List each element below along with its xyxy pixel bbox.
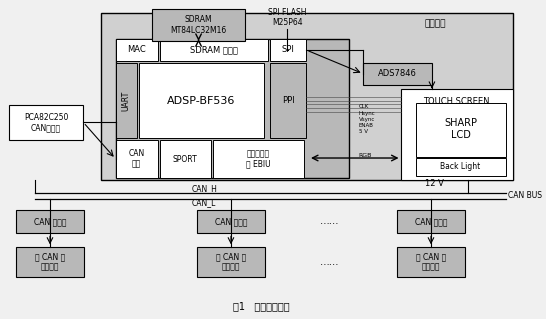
Text: 带 CAN 的
分控制器: 带 CAN 的 分控制器: [35, 252, 65, 272]
Bar: [159, 39, 268, 61]
Text: ……: ……: [321, 217, 340, 226]
Bar: [116, 39, 349, 178]
Bar: [416, 102, 506, 157]
Text: CLK
Hsync
Vsync
ENAB
5 V: CLK Hsync Vsync ENAB 5 V: [359, 105, 375, 134]
Bar: [116, 140, 158, 178]
Bar: [213, 140, 304, 178]
Text: SHARP
LCD: SHARP LCD: [444, 118, 477, 140]
Bar: [139, 63, 264, 138]
Bar: [397, 247, 465, 277]
Bar: [116, 63, 136, 138]
Bar: [197, 210, 265, 234]
Text: CAN 收发器: CAN 收发器: [415, 217, 447, 226]
Text: 主控制器: 主控制器: [424, 19, 446, 28]
Text: RGB: RGB: [359, 152, 372, 158]
Text: SPORT: SPORT: [173, 154, 198, 164]
Text: 外部总线接
口 EBIU: 外部总线接 口 EBIU: [246, 149, 271, 169]
Text: SPI: SPI: [282, 46, 294, 55]
Bar: [102, 13, 513, 180]
Bar: [363, 63, 432, 85]
Bar: [270, 63, 306, 138]
Text: PPI: PPI: [282, 96, 294, 105]
Text: CAN_L: CAN_L: [192, 198, 216, 207]
Bar: [152, 9, 245, 41]
Text: 带 CAN 的
分控制器: 带 CAN 的 分控制器: [216, 252, 246, 272]
Text: MAC: MAC: [127, 46, 146, 55]
Text: CAN
接口: CAN 接口: [128, 149, 145, 169]
Text: Back Light: Back Light: [441, 162, 480, 171]
Text: 12 V: 12 V: [425, 179, 444, 188]
Bar: [159, 140, 211, 178]
Text: ……: ……: [321, 257, 340, 267]
Text: UART: UART: [122, 90, 130, 111]
Text: CAN 收发器: CAN 收发器: [215, 217, 247, 226]
Bar: [197, 247, 265, 277]
Bar: [116, 39, 158, 61]
Text: SPI FLASH
M25P64: SPI FLASH M25P64: [268, 8, 306, 27]
Text: SDRAM 控制器: SDRAM 控制器: [190, 46, 238, 55]
Text: 带 CAN 的
分控制器: 带 CAN 的 分控制器: [416, 252, 446, 272]
Text: PCA82C250
CAN收发器: PCA82C250 CAN收发器: [24, 113, 68, 132]
Text: ADS7846: ADS7846: [378, 69, 417, 78]
Text: TOUCH SCREEN: TOUCH SCREEN: [424, 97, 490, 106]
Bar: [401, 89, 513, 180]
Bar: [16, 210, 84, 234]
Text: CAN 收发器: CAN 收发器: [34, 217, 66, 226]
Text: SDRAM
MT84LC32M16: SDRAM MT84LC32M16: [170, 16, 227, 35]
Text: ADSP-BF536: ADSP-BF536: [167, 95, 236, 106]
Text: CAN BUS: CAN BUS: [508, 191, 542, 200]
Bar: [9, 106, 84, 140]
Bar: [16, 247, 84, 277]
Text: CAN_H: CAN_H: [192, 184, 218, 193]
Bar: [416, 158, 506, 176]
Bar: [270, 39, 306, 61]
Text: 图1   总体结构框图: 图1 总体结构框图: [233, 301, 290, 311]
Bar: [397, 210, 465, 234]
